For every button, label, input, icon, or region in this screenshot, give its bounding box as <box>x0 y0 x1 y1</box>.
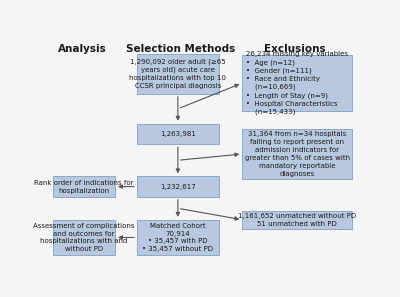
FancyBboxPatch shape <box>137 54 219 94</box>
Text: Rank order of indications for
hospitalization: Rank order of indications for hospitaliz… <box>34 180 134 194</box>
Text: 1,161,652 unmatched without PD
51 unmatched with PD: 1,161,652 unmatched without PD 51 unmatc… <box>238 213 356 227</box>
Text: Assessment of complications
and outcomes for
hospitalizations with and
without P: Assessment of complications and outcomes… <box>33 223 135 252</box>
Text: 1,290,092 older adult (≥65
years old) acute care
hospitalizations with top 10
CC: 1,290,092 older adult (≥65 years old) ac… <box>130 59 226 89</box>
Text: Exclusions: Exclusions <box>264 44 326 54</box>
Text: 31,364 from n=34 hospitals
failing to report present on
admission indicators for: 31,364 from n=34 hospitals failing to re… <box>245 131 350 177</box>
FancyBboxPatch shape <box>242 211 352 229</box>
Text: Matched Cohort
70,914
• 35,457 with PD
• 35,457 without PD: Matched Cohort 70,914 • 35,457 with PD •… <box>142 223 213 252</box>
FancyBboxPatch shape <box>137 220 219 255</box>
FancyBboxPatch shape <box>242 55 352 111</box>
Text: Analysis: Analysis <box>58 44 107 54</box>
FancyBboxPatch shape <box>137 176 219 197</box>
FancyBboxPatch shape <box>137 124 219 144</box>
Text: 26,234 missing key variables
•  Age (n=12)
•  Gender (n=111)
•  Race and Ethnici: 26,234 missing key variables • Age (n=12… <box>246 51 348 115</box>
FancyBboxPatch shape <box>53 176 115 197</box>
Text: 1,232,617: 1,232,617 <box>160 184 196 189</box>
Text: 1,263,981: 1,263,981 <box>160 131 196 137</box>
FancyBboxPatch shape <box>53 220 115 255</box>
FancyBboxPatch shape <box>242 129 352 178</box>
Text: Selection Methods: Selection Methods <box>126 44 235 54</box>
